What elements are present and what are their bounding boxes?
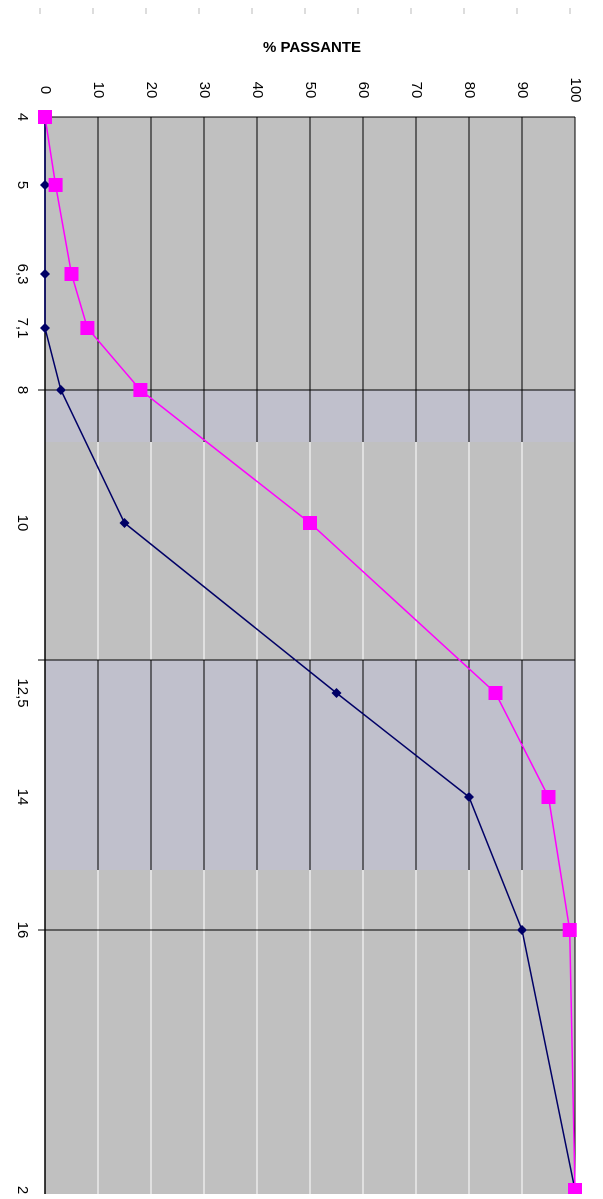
data-point [48, 178, 63, 192]
data-point [119, 518, 130, 528]
data-point [488, 686, 503, 700]
data-point [40, 323, 50, 333]
data-point [331, 688, 342, 698]
sieve-tick-label: 14 [14, 789, 31, 806]
y-axis-label: % PASSANTE [263, 39, 361, 56]
sieve-tick-label: 7,1 [14, 318, 31, 339]
series-line [44, 117, 576, 1191]
value-tick-label: 0 [37, 86, 54, 94]
data-point [562, 923, 577, 937]
value-tick-label: 20 [143, 82, 160, 99]
series-layer [38, 110, 582, 1197]
value-tick-label: 90 [514, 82, 531, 99]
data-point [38, 110, 52, 124]
data-point [40, 180, 50, 190]
data-point [55, 385, 66, 395]
value-tick-label: 60 [355, 82, 372, 99]
data-point [303, 516, 317, 530]
data-point [464, 792, 474, 802]
value-tick-label: 70 [408, 82, 425, 99]
value-tick-label: 100 [567, 77, 584, 102]
data-point [40, 269, 50, 279]
data-point [64, 267, 79, 281]
data-point [568, 1183, 582, 1197]
tick-labels: 0 10 20 30 40 50 60 70 80 90 100 4 5 6,3 7,1 8 10 12,5 14 1… [14, 77, 584, 1194]
data-point [517, 925, 527, 935]
value-tick-label: 40 [249, 82, 266, 99]
value-tick-label: 30 [196, 82, 213, 99]
sieve-tick-label: 16 [14, 922, 31, 939]
sieve-tick-label: 8 [14, 386, 31, 394]
sieve-tick-label: 6,3 [14, 264, 31, 285]
value-tick-label: 80 [461, 82, 478, 99]
sieve-tick-label: 4 [14, 113, 31, 121]
data-point [541, 790, 556, 804]
sieve-tick-label: 12,5 [14, 678, 31, 707]
data-point [133, 383, 148, 397]
series-line [44, 116, 576, 1191]
sieve-tick-label: 2 [14, 1186, 31, 1194]
sieve-tick-label: 10 [14, 515, 31, 532]
data-point [80, 321, 95, 335]
value-tick-label: 10 [90, 82, 107, 99]
sieve-tick-label: 5 [14, 181, 31, 189]
grid-lines [38, 8, 576, 1194]
value-tick-label: 50 [302, 82, 319, 99]
